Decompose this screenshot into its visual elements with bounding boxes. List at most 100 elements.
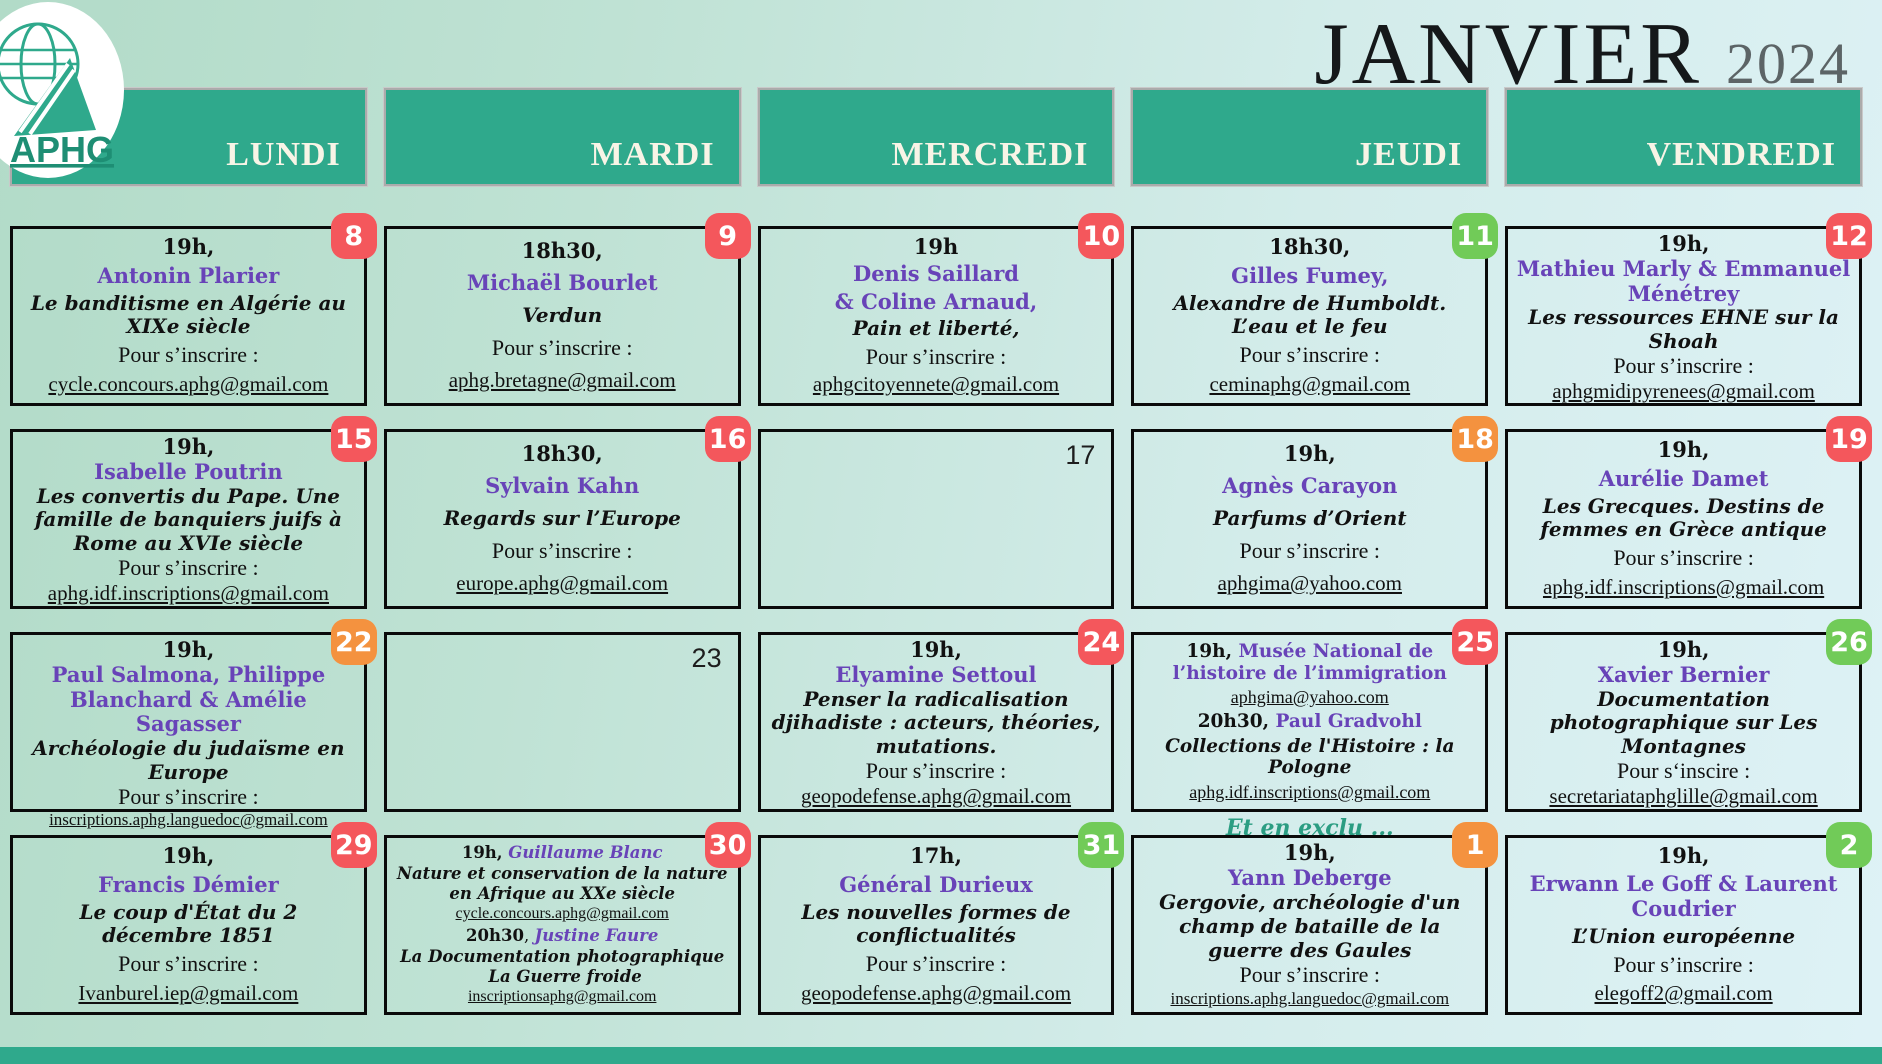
- email-link[interactable]: aphgima@yahoo.com: [1217, 570, 1402, 595]
- calendar-cell-22: 22 19h, Paul Salmona, Philippe Blanchard &…: [10, 619, 377, 829]
- inscription-label: Pour s‘inscire :: [1616, 758, 1751, 784]
- email-link[interactable]: aphg.idf.inscriptions@gmail.com: [47, 581, 329, 606]
- event-line: 19h, Guillaume Blanc: [395, 843, 730, 862]
- email-link[interactable]: inscriptionsaphg@gmail.com: [467, 988, 657, 1006]
- event-title: Les Grecques. Destins de femmes en Grèce…: [1540, 493, 1827, 542]
- speaker-name: Musée National de l’histoire de l’immigr…: [1172, 640, 1447, 684]
- event-time: 19h,: [162, 637, 215, 662]
- speaker-name: Erwann Le Goff & Laurent Coudrier: [1529, 871, 1838, 921]
- calendar-cell-15: 15 19h, Isabelle Poutrin Les convertis du P…: [10, 416, 377, 609]
- event-time: 19h,: [1657, 231, 1710, 256]
- speaker-name: Isabelle Poutrin: [94, 458, 283, 484]
- inscription-label: Pour s’inscrire :: [865, 758, 1007, 784]
- inscription-label: Pour s’inscrire :: [1613, 353, 1754, 379]
- email-link[interactable]: inscriptions.aphg.languedoc@gmail.com: [49, 810, 328, 830]
- email-link[interactable]: geopodefense.aphg@gmail.com: [800, 980, 1072, 1005]
- email-link[interactable]: geopodefense.aphg@gmail.com: [800, 784, 1072, 809]
- calendar-cell-8: 8 19h, Antonin Plarier Le banditisme en Alg…: [10, 213, 377, 406]
- date-badge: 8: [330, 213, 377, 259]
- email-link[interactable]: europe.aphg@gmail.com: [456, 570, 669, 595]
- calendar-cell-9: 9 18h30, Michaël Bourlet Verdun Pour s’inscr…: [383, 213, 751, 406]
- email-link[interactable]: cycle.concours.aphg@gmail.com: [455, 905, 669, 923]
- email-link[interactable]: aphg.idf.inscriptions@gmail.com: [1189, 781, 1431, 802]
- calendar-grid: 8 19h, Antonin Plarier Le banditisme en Alg…: [10, 213, 1872, 1015]
- speaker-name: Agnès Carayon: [1222, 473, 1398, 499]
- email-link[interactable]: Ivanburel.iep@gmail.com: [78, 980, 299, 1005]
- calendar-cell-31: 31 17h, Général Durieux Les nouvelles forme…: [757, 822, 1125, 1015]
- event-title: Le banditisme en Algérie au XIXe siècle: [30, 290, 346, 339]
- logo-text: APHG: [10, 129, 114, 170]
- speaker-name: Michaël Bourlet: [466, 270, 658, 296]
- event-title: Alexandre de Humboldt. L’eau et le feu: [1173, 290, 1447, 339]
- event-time: 19h,: [1283, 840, 1336, 866]
- footer-bar: [0, 1047, 1882, 1064]
- event-title: Archéologie du judaïsme en Europe: [32, 736, 345, 784]
- event-time: 19h,: [162, 434, 215, 459]
- inscription-label: Pour s’inscrire :: [118, 951, 259, 977]
- day-header-label: LUNDI: [226, 136, 341, 173]
- inscription-label: Pour s’inscrire :: [1613, 951, 1754, 977]
- event-time: 19h,: [1657, 843, 1710, 869]
- event-time: 19h,: [162, 843, 215, 869]
- email-link[interactable]: aphg.bretagne@gmail.com: [448, 367, 676, 392]
- event-title: Documentation photographique sur Les Mon…: [1549, 686, 1818, 758]
- speaker-name: Denis Saillard: [852, 261, 1019, 287]
- event-title: Penser la radicalisation djihadiste : ac…: [771, 686, 1101, 758]
- event-title: Regards sur l’Europe: [443, 505, 681, 530]
- event-title: La Documentation photographique La Guerr…: [400, 947, 725, 986]
- event-title: Les convertis du Pape. Une famille de ba…: [34, 483, 342, 555]
- event-time-part: 19h,: [461, 842, 509, 862]
- day-header-mercredi: MERCREDI: [756, 87, 1116, 187]
- inscription-label: Pour s’inscrire :: [118, 342, 259, 368]
- email-link[interactable]: aphgima@yahoo.com: [1230, 687, 1389, 708]
- email-link[interactable]: ceminaphg@gmail.com: [1209, 371, 1411, 396]
- calendar-cell-26: 26 19h, Xavier Bernier Documentation photog…: [1505, 619, 1872, 812]
- event-time: 19h,: [1657, 437, 1710, 463]
- date-badge: 10: [1078, 213, 1125, 259]
- speaker-name: Mathieu Marly & Emmanuel Ménétrey: [1516, 255, 1851, 306]
- event-time: 19h,: [162, 234, 215, 260]
- speaker-name: Yann Deberge: [1228, 865, 1392, 891]
- day-header-label: JEUDI: [1355, 136, 1463, 173]
- date-badge: 2: [1825, 822, 1872, 868]
- inscription-label: Pour s’inscrire :: [865, 343, 1007, 369]
- calendar-cell-1: 1 19h, Yann Deberge Gergovie, archéologie d…: [1131, 822, 1499, 1015]
- email-link[interactable]: aphg.idf.inscriptions@gmail.com: [1542, 574, 1825, 599]
- speaker-name: Gilles Fumey,: [1231, 262, 1389, 288]
- calendar-cell-10: 10 19h Denis Saillard & Coline Arnaud, Pain …: [757, 213, 1125, 406]
- speaker-name: Guillaume Blanc: [508, 842, 663, 862]
- event-time-part: 20h30,: [1197, 711, 1276, 733]
- date-badge: 19: [1825, 416, 1872, 462]
- event-line: 20h30, Justine Faure: [395, 926, 730, 945]
- speaker-name: Sylvain Kahn: [485, 473, 640, 499]
- day-header-jeudi: JEUDI: [1130, 87, 1490, 187]
- email-link[interactable]: aphgmidipyrenees@gmail.com: [1552, 379, 1815, 404]
- email-link[interactable]: inscriptions.aphg.languedoc@gmail.com: [1170, 988, 1450, 1008]
- email-link[interactable]: cycle.concours.aphg@gmail.com: [48, 371, 329, 396]
- date-badge: 11: [1452, 213, 1499, 259]
- speaker-name: Justine Faure: [534, 925, 659, 945]
- inscription-label: Pour s’inscrire :: [491, 537, 633, 563]
- email-link[interactable]: secretariataphglille@gmail.com: [1549, 784, 1818, 809]
- email-link[interactable]: elegoff2@gmail.com: [1594, 980, 1773, 1005]
- event-time: 19h,: [1657, 637, 1710, 662]
- date-badge: 31: [1078, 822, 1125, 868]
- event-title: L’Union européenne: [1572, 923, 1796, 948]
- date-badge: 26: [1825, 619, 1872, 665]
- event-time-part: 19h,: [1186, 640, 1239, 662]
- event-title: Le coup d'État du 2 décembre 1851: [79, 899, 298, 948]
- inscription-label: Pour s’inscrire :: [118, 784, 259, 810]
- calendar-cell-17: 17: [757, 429, 1115, 609]
- email-link[interactable]: aphgcitoyennete@gmail.com: [812, 372, 1060, 397]
- calendar-cell-11: 11 18h30, Gilles Fumey, Alexandre de Humbol…: [1131, 213, 1499, 406]
- speaker-name: Général Durieux: [839, 871, 1033, 897]
- date-badge: 24: [1078, 619, 1125, 665]
- event-time: 19h,: [910, 637, 962, 662]
- date-badge: 15: [330, 416, 377, 462]
- calendar-cell-19: 19 19h, Aurélie Damet Les Grecques. Destins…: [1505, 416, 1872, 609]
- event-title: Collections de l'Histoire : la Pologne: [1165, 735, 1455, 779]
- speaker-name: & Coline Arnaud,: [834, 288, 1038, 314]
- calendar-cell-16: 16 18h30, Sylvain Kahn Regards sur l’Europe…: [383, 416, 751, 609]
- inscription-label: Pour s’inscrire :: [1239, 962, 1381, 988]
- event-title: Verdun: [522, 302, 603, 327]
